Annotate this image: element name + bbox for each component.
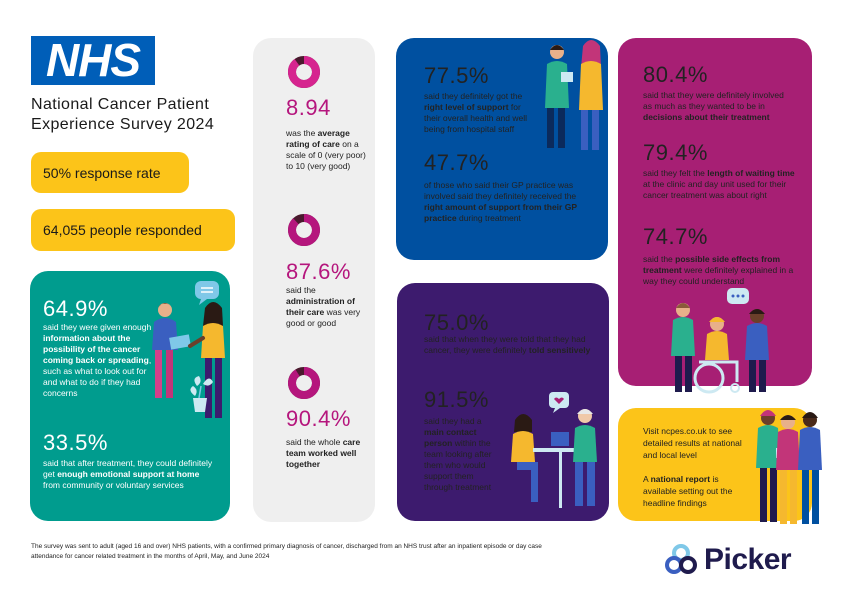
survey-title-line2: Experience Survey 2024: [31, 116, 215, 133]
people-responded-text: 64,055 people responded: [43, 222, 202, 238]
people-handshake-illustration: [152, 281, 225, 418]
stat-side-effects-desc: said the possible side effects from trea…: [643, 254, 794, 286]
grey-panel: [253, 38, 375, 522]
response-rate-badge: 50% response rate: [31, 152, 189, 193]
plant-illustration: [190, 376, 213, 412]
stat-administration: 87.6%: [286, 259, 351, 284]
stat-side-effects: 74.7%: [643, 224, 708, 249]
speech-bubble-icon: [195, 281, 219, 305]
stat-main-contact: 91.5%: [424, 387, 489, 412]
stat-care-team-desc: said the whole care team worked well tog…: [286, 437, 361, 469]
stat-main-contact-desc: said they had a main contact person with…: [424, 416, 492, 492]
stat-administration-desc: said the administration of their care wa…: [286, 285, 361, 328]
people-responded-badge: 64,055 people responded: [31, 209, 235, 251]
picker-logo: Picker: [664, 541, 814, 579]
national-report-text: A national report is available setting o…: [643, 474, 733, 508]
nhs-logo: NHS: [31, 36, 155, 85]
donut-administration: [288, 214, 320, 246]
picker-logo-text: Picker: [704, 543, 792, 576]
stat-emotional-support-desc: said that after treatment, they could de…: [43, 458, 213, 490]
stat-gp-support-desc: of those who said their GP practice was …: [424, 180, 577, 223]
wheelchair-group-illustration: [671, 288, 769, 394]
picker-logo-icon: [665, 544, 697, 574]
survey-title: National Cancer Patient Experience Surve…: [31, 95, 261, 135]
donut-average-rating: [288, 56, 320, 88]
survey-footnote: The survey was sent to adult (aged 16 an…: [31, 543, 542, 560]
stat-care-team: 90.4%: [286, 406, 351, 431]
readers-group-illustration: [756, 410, 822, 524]
stat-gp-support: 47.7%: [424, 150, 489, 175]
clinicians-illustration: [545, 40, 603, 150]
stat-right-level-support-desc: said they definitely got the right level…: [424, 91, 528, 134]
stat-told-sensitively: 75.0%: [424, 310, 489, 335]
stat-emotional-support: 33.5%: [43, 430, 108, 455]
response-rate-text: 50% response rate: [43, 164, 161, 181]
visit-ncpes-text: Visit ncpes.co.uk to see detailed result…: [643, 426, 742, 460]
stat-told-sensitively-desc: said that when they were told that they …: [424, 334, 591, 355]
heart-bubble-icon: [549, 392, 569, 413]
purple-panel: [397, 283, 609, 521]
stat-information-cancer-return-desc: said they were given enough information …: [43, 322, 152, 398]
stat-waiting-time-desc: said they felt the length of waiting tim…: [643, 168, 795, 200]
stat-involved-decisions: 80.4%: [643, 62, 708, 87]
stat-average-rating: 8.94: [286, 95, 331, 120]
teal-panel: [30, 271, 230, 521]
stat-involved-decisions-desc: said that they were definitely involved …: [643, 90, 784, 122]
survey-title-line1: National Cancer Patient: [31, 96, 210, 113]
consultation-illustration: [511, 392, 597, 508]
stat-average-rating-desc: was the average rating of care on a scal…: [286, 128, 366, 171]
speech-dots-icon: [727, 288, 749, 304]
stat-right-level-support: 77.5%: [424, 63, 489, 88]
stat-waiting-time: 79.4%: [643, 140, 708, 165]
donut-care-team: [288, 367, 320, 399]
stat-information-cancer-return: 64.9%: [43, 296, 108, 321]
